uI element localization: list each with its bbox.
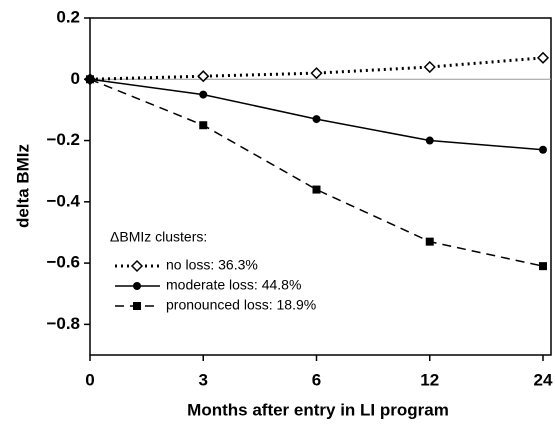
marker bbox=[86, 75, 94, 84]
y-axis-title: delta BMIz bbox=[13, 144, 32, 228]
y-tick-label: −0.6 bbox=[46, 253, 80, 272]
x-tick-label: 6 bbox=[312, 370, 321, 389]
marker bbox=[312, 115, 321, 124]
legend-label: moderate loss: 44.8% bbox=[166, 277, 301, 293]
legend-marker bbox=[130, 259, 144, 273]
marker bbox=[310, 67, 323, 80]
marker bbox=[423, 60, 436, 74]
marker bbox=[536, 51, 550, 64]
x-axis-title: Months after entry in LI program bbox=[187, 400, 449, 419]
legend-title: ΔBMIz clusters: bbox=[110, 229, 207, 245]
legend-label: pronounced loss: 18.9% bbox=[166, 297, 316, 313]
marker bbox=[425, 237, 434, 246]
marker bbox=[425, 136, 434, 145]
marker bbox=[539, 262, 547, 271]
x-tick-label: 0 bbox=[85, 370, 94, 389]
y-tick-label: −0.2 bbox=[46, 130, 80, 149]
series-line bbox=[89, 78, 544, 151]
legend-marker bbox=[133, 282, 141, 290]
marker bbox=[197, 70, 210, 83]
y-tick-label: 0 bbox=[71, 69, 80, 88]
x-tick-label: 24 bbox=[534, 370, 553, 389]
marker bbox=[199, 121, 208, 130]
marker bbox=[539, 145, 547, 154]
legend-marker bbox=[133, 302, 141, 310]
marker bbox=[312, 185, 321, 194]
marker bbox=[199, 90, 208, 99]
x-tick-label: 12 bbox=[420, 370, 439, 389]
y-tick-label: −0.8 bbox=[46, 314, 80, 333]
series-line bbox=[89, 78, 544, 267]
legend-label: no loss: 36.3% bbox=[166, 257, 258, 273]
x-tick-label: 3 bbox=[199, 370, 208, 389]
y-tick-label: 0.2 bbox=[56, 7, 80, 26]
y-tick-label: −0.4 bbox=[46, 191, 80, 210]
plot-frame bbox=[89, 17, 552, 356]
